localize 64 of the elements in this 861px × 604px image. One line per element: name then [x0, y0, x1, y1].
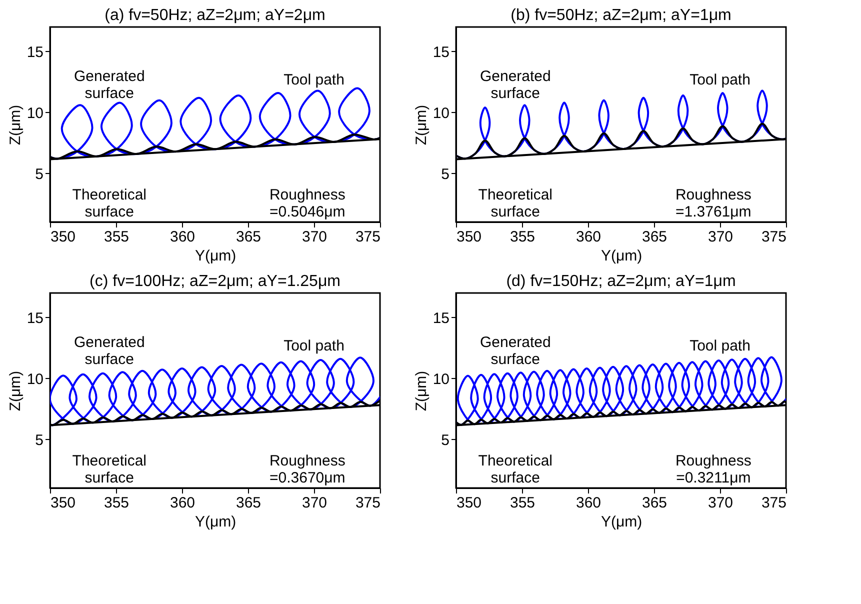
- y-tick-label: 5: [441, 432, 450, 449]
- annotation: Generated surface: [480, 68, 551, 102]
- x-tick-label: 370: [708, 494, 734, 512]
- x-tick-label: 350: [50, 228, 76, 246]
- y-axis-title: Z(μm): [6, 104, 24, 146]
- x-axis-title: Y(μm): [600, 248, 642, 264]
- y-axis-title: Z(μm): [412, 104, 430, 146]
- y-tick-label: 15: [26, 44, 44, 61]
- x-tick-label: 370: [302, 494, 328, 512]
- x-tick-label: 370: [708, 228, 734, 246]
- annotation: Generated surface: [480, 334, 551, 368]
- x-tick-label: 350: [50, 494, 76, 512]
- y-tick-label: 10: [26, 104, 44, 122]
- annotation: Tool path: [284, 338, 344, 355]
- x-tick-label: 365: [236, 494, 262, 512]
- y-tick-label: 5: [441, 166, 450, 183]
- annotation: Tool path: [284, 72, 344, 89]
- x-tick-label: 370: [302, 228, 328, 246]
- annotation: Generated surface: [74, 68, 145, 102]
- x-tick-label: 360: [576, 228, 602, 246]
- annotation: Roughness =0.3211μm: [675, 452, 752, 487]
- y-tick-label: 15: [26, 310, 44, 327]
- annotation: Roughness =1.3761μm: [675, 186, 752, 221]
- annotation: Tool path: [690, 338, 750, 355]
- x-tick-label: 375: [761, 494, 786, 512]
- annotation: Theoretical surface: [72, 452, 146, 487]
- x-tick-label: 360: [576, 494, 602, 512]
- chart-title: (b) fv=50Hz; aZ=2μm; aY=1μm: [510, 7, 732, 24]
- y-tick-label: 15: [432, 310, 450, 327]
- chart-title: (d) fv=150Hz; aZ=2μm; aY=1μm: [506, 273, 736, 290]
- x-axis-title: Y(μm): [600, 514, 642, 530]
- x-axis-title: Y(μm): [194, 248, 236, 264]
- x-tick-label: 350: [456, 494, 482, 512]
- annotation: Roughness =0.3670μm: [269, 452, 346, 487]
- y-tick-label: 15: [432, 44, 450, 61]
- x-axis-title: Y(μm): [194, 514, 236, 530]
- annotation: Theoretical surface: [72, 186, 146, 221]
- x-tick-label: 365: [642, 228, 668, 246]
- x-tick-label: 375: [355, 494, 380, 512]
- x-tick-label: 355: [104, 494, 130, 512]
- x-tick-label: 360: [170, 228, 196, 246]
- x-tick-label: 360: [170, 494, 196, 512]
- annotation: Roughness =0.5046μm: [269, 186, 346, 221]
- annotation: Generated surface: [74, 334, 145, 368]
- annotation: Tool path: [690, 72, 750, 89]
- y-axis-title: Z(μm): [412, 370, 430, 412]
- x-tick-label: 355: [104, 228, 130, 246]
- y-axis-title: Z(μm): [6, 370, 24, 412]
- y-tick-label: 5: [35, 432, 44, 449]
- x-tick-label: 375: [355, 228, 380, 246]
- chart-title: (a) fv=50Hz; aZ=2μm; aY=2μm: [104, 7, 326, 24]
- y-tick-label: 10: [432, 104, 450, 122]
- annotation: Theoretical surface: [478, 452, 552, 487]
- chart-title: (c) fv=100Hz; aZ=2μm; aY=1.25μm: [90, 273, 340, 290]
- x-tick-label: 350: [456, 228, 482, 246]
- y-tick-label: 10: [26, 370, 44, 388]
- x-tick-label: 365: [642, 494, 668, 512]
- x-tick-label: 355: [510, 228, 536, 246]
- y-tick-label: 5: [35, 166, 44, 183]
- x-tick-label: 365: [236, 228, 262, 246]
- annotation: Theoretical surface: [478, 186, 552, 221]
- x-tick-label: 375: [761, 228, 786, 246]
- x-tick-label: 355: [510, 494, 536, 512]
- y-tick-label: 10: [432, 370, 450, 388]
